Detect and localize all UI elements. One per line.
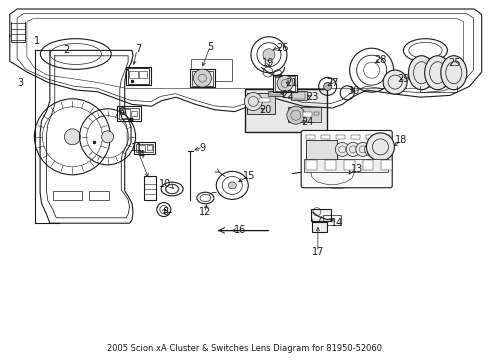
Bar bbox=[269, 92, 280, 95]
Text: 5: 5 bbox=[207, 42, 213, 52]
Bar bbox=[366, 135, 374, 139]
Bar bbox=[381, 135, 389, 139]
Bar bbox=[89, 191, 108, 200]
Text: 17: 17 bbox=[311, 247, 324, 257]
Bar bbox=[336, 135, 345, 139]
Text: 8: 8 bbox=[162, 207, 168, 217]
Bar bbox=[305, 160, 316, 170]
Circle shape bbox=[335, 143, 348, 156]
Bar bbox=[310, 209, 330, 221]
Bar bbox=[305, 140, 337, 160]
Bar bbox=[119, 108, 139, 119]
Bar bbox=[244, 89, 326, 132]
Text: 10: 10 bbox=[159, 179, 171, 189]
Bar bbox=[146, 145, 151, 150]
Ellipse shape bbox=[424, 56, 450, 90]
Text: 14: 14 bbox=[330, 218, 343, 228]
Text: 20: 20 bbox=[258, 105, 271, 115]
Text: 11: 11 bbox=[130, 143, 143, 153]
Circle shape bbox=[355, 143, 369, 156]
Bar bbox=[136, 144, 153, 152]
Ellipse shape bbox=[228, 182, 236, 189]
Bar bbox=[274, 76, 295, 91]
Bar bbox=[313, 112, 318, 115]
Text: 30: 30 bbox=[346, 86, 359, 96]
Text: 13: 13 bbox=[350, 164, 363, 174]
Circle shape bbox=[382, 70, 407, 94]
Text: 22: 22 bbox=[280, 90, 293, 100]
Text: 2005 Scion xA Cluster & Switches Lens Diagram for 81950-52060: 2005 Scion xA Cluster & Switches Lens Di… bbox=[107, 344, 381, 353]
Bar bbox=[144, 176, 156, 200]
Text: 19: 19 bbox=[261, 58, 274, 68]
Circle shape bbox=[323, 82, 331, 90]
Bar bbox=[131, 111, 137, 116]
Bar bbox=[53, 191, 82, 200]
Bar bbox=[290, 91, 306, 100]
Polygon shape bbox=[302, 156, 360, 188]
Text: 24: 24 bbox=[300, 117, 313, 127]
Bar bbox=[321, 135, 329, 139]
Bar bbox=[272, 75, 297, 92]
Bar bbox=[324, 160, 335, 170]
Bar bbox=[350, 135, 359, 139]
Bar bbox=[189, 69, 215, 87]
Text: 1: 1 bbox=[34, 36, 40, 46]
Text: 27: 27 bbox=[325, 78, 338, 88]
Text: 12: 12 bbox=[199, 207, 211, 217]
Bar bbox=[362, 160, 373, 170]
Text: 16: 16 bbox=[233, 225, 245, 235]
Bar bbox=[381, 160, 391, 170]
Text: 26: 26 bbox=[276, 42, 288, 53]
Bar bbox=[259, 98, 269, 102]
Text: 3: 3 bbox=[18, 78, 23, 88]
Circle shape bbox=[346, 143, 359, 156]
Bar bbox=[191, 71, 213, 86]
Bar bbox=[304, 159, 387, 172]
Circle shape bbox=[263, 49, 274, 61]
Circle shape bbox=[286, 106, 304, 124]
Bar bbox=[190, 59, 232, 81]
Ellipse shape bbox=[407, 56, 434, 90]
Bar bbox=[117, 106, 141, 121]
Text: 15: 15 bbox=[243, 171, 255, 181]
Bar bbox=[287, 107, 320, 122]
Bar bbox=[303, 112, 311, 117]
Circle shape bbox=[102, 131, 113, 143]
Text: 28: 28 bbox=[373, 55, 386, 66]
Bar bbox=[125, 67, 151, 85]
Circle shape bbox=[64, 129, 80, 145]
Text: 21: 21 bbox=[284, 78, 297, 88]
Text: 7: 7 bbox=[135, 44, 141, 54]
Text: 23: 23 bbox=[305, 92, 318, 102]
Circle shape bbox=[277, 76, 292, 91]
FancyBboxPatch shape bbox=[301, 130, 391, 188]
Circle shape bbox=[193, 69, 211, 87]
Text: 25: 25 bbox=[447, 58, 460, 68]
Bar bbox=[305, 135, 314, 139]
Bar bbox=[267, 91, 282, 96]
Bar bbox=[127, 68, 149, 84]
Text: 2: 2 bbox=[63, 45, 69, 55]
Bar bbox=[246, 93, 275, 114]
Text: 4: 4 bbox=[139, 150, 144, 160]
Bar bbox=[121, 109, 129, 118]
Bar bbox=[139, 71, 147, 78]
Circle shape bbox=[244, 93, 262, 111]
Text: 9: 9 bbox=[200, 143, 205, 153]
Bar bbox=[129, 71, 138, 78]
Bar bbox=[343, 160, 354, 170]
Circle shape bbox=[364, 143, 378, 156]
Text: 6: 6 bbox=[118, 107, 124, 117]
Bar bbox=[134, 142, 155, 154]
Text: 18: 18 bbox=[394, 135, 407, 145]
Bar bbox=[322, 215, 340, 225]
Bar bbox=[138, 145, 145, 151]
Ellipse shape bbox=[440, 56, 466, 90]
Circle shape bbox=[366, 133, 394, 161]
Text: 29: 29 bbox=[396, 74, 409, 84]
Bar bbox=[311, 222, 326, 233]
Bar bbox=[292, 92, 305, 99]
